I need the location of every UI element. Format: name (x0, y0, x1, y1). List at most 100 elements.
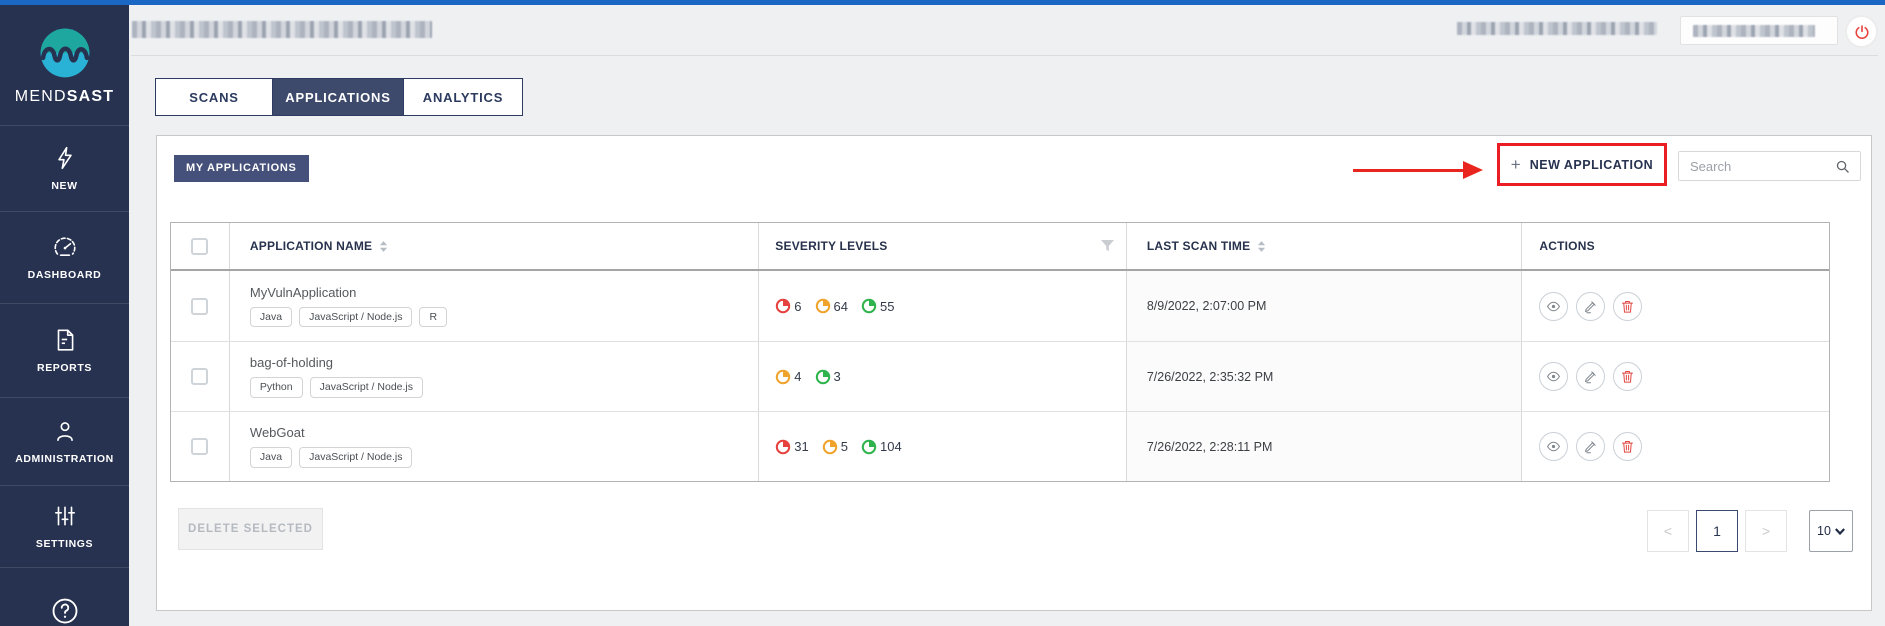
column-header-severity-levels: SEVERITY LEVELS (775, 239, 888, 253)
applications-table: APPLICATION NAME SEVERITY LEVELS LAST SC… (170, 222, 1830, 482)
application-name[interactable]: bag-of-holding (249, 355, 334, 371)
search-box (1678, 151, 1861, 181)
next-page-button[interactable]: > (1745, 510, 1787, 552)
my-applications-badge: MY APPLICATIONS (174, 155, 309, 182)
new-application-button[interactable]: + NEW APPLICATION (1500, 146, 1664, 183)
brand-mend: MEND (14, 88, 67, 105)
table-header-row: APPLICATION NAME SEVERITY LEVELS LAST SC… (171, 223, 1830, 271)
table-row: bag-of-holding Python JavaScript / Node.j… (171, 342, 1829, 412)
sidebar-item-label: SETTINGS (35, 538, 94, 551)
view-button[interactable] (1539, 432, 1569, 461)
delete-button[interactable] (1613, 291, 1643, 321)
search-icon[interactable] (1835, 159, 1850, 174)
pencil-icon (1585, 300, 1597, 313)
severity-high: 6 (775, 298, 802, 314)
filter-funnel-icon[interactable] (1100, 240, 1114, 252)
sidebar-item-settings[interactable]: SETTINGS (0, 485, 129, 567)
header-divider (131, 55, 1878, 56)
chevron-down-icon (1834, 527, 1845, 535)
edit-button[interactable] (1576, 291, 1606, 321)
tab-analytics[interactable]: ANALYTICS (404, 79, 522, 115)
eye-icon (1547, 301, 1561, 311)
view-button[interactable] (1539, 362, 1569, 391)
logout-button[interactable] (1845, 15, 1878, 48)
plus-icon: + (1510, 155, 1521, 174)
application-name[interactable]: WebGoat (249, 425, 305, 441)
sidebar-item-new[interactable]: NEW (0, 124, 129, 211)
power-icon (1854, 24, 1869, 39)
trash-icon (1622, 371, 1634, 383)
trash-icon (1622, 300, 1634, 313)
current-page-button[interactable]: 1 (1696, 510, 1738, 552)
sliders-icon (52, 503, 78, 529)
severity-medium: 5 (822, 439, 848, 455)
eye-icon (1547, 441, 1561, 452)
sort-icon[interactable] (1257, 240, 1266, 252)
organization-value-redacted (1693, 24, 1815, 37)
sidebar-item-label: NEW (51, 179, 78, 192)
brand-block: MENDSAST (0, 5, 129, 125)
row-checkbox[interactable] (191, 297, 209, 315)
sidebar-item-dashboard[interactable]: DASHBOARD (0, 210, 129, 304)
organization-select[interactable] (1680, 16, 1838, 45)
edit-button[interactable] (1576, 432, 1606, 461)
severity-low: 104 (861, 439, 902, 455)
prev-page-button[interactable]: < (1647, 510, 1689, 552)
delete-selected-button[interactable]: DELETE SELECTED (178, 508, 323, 550)
view-button[interactable] (1539, 291, 1569, 321)
search-input[interactable] (1679, 158, 1835, 174)
language-tag: R (419, 306, 448, 328)
document-icon (52, 327, 78, 353)
brand-name: MENDSAST (15, 88, 114, 106)
sidebar-help (0, 566, 129, 626)
severity-list: 31 5 104 (775, 439, 902, 455)
help-icon[interactable] (50, 596, 80, 626)
brand-sast: SAST (66, 88, 115, 105)
row-checkbox[interactable] (191, 438, 209, 455)
delete-button[interactable] (1613, 432, 1643, 461)
page-title-redacted (132, 21, 432, 38)
language-tag: JavaScript / Node.js (299, 447, 413, 468)
lightning-icon (52, 145, 78, 171)
sidebar-item-administration[interactable]: ADMINISTRATION (0, 397, 129, 485)
last-scan-time: 7/26/2022, 2:35:32 PM (1146, 369, 1274, 384)
gauge-icon (52, 234, 78, 260)
row-checkbox[interactable] (191, 368, 209, 385)
edit-button[interactable] (1576, 362, 1606, 391)
severity-list: 6 64 55 (775, 298, 894, 314)
sidebar-item-label: DASHBOARD (27, 269, 102, 282)
tab-scans[interactable]: SCANS (156, 79, 273, 115)
delete-button[interactable] (1613, 362, 1643, 391)
tag-list: Python JavaScript / Node.js (249, 377, 423, 398)
tab-applications[interactable]: APPLICATIONS (273, 79, 404, 115)
trash-icon (1622, 441, 1634, 453)
new-application-label: NEW APPLICATION (1529, 157, 1654, 172)
user-name-redacted (1457, 22, 1657, 35)
pencil-icon (1585, 441, 1597, 454)
last-scan-time: 8/9/2022, 2:07:00 PM (1146, 299, 1267, 313)
last-scan-time: 7/26/2022, 2:28:11 PM (1146, 439, 1273, 454)
select-all-checkbox[interactable] (191, 237, 209, 255)
tag-list: Java JavaScript / Node.js (249, 447, 413, 468)
sort-icon[interactable] (379, 240, 388, 252)
column-header-application-name[interactable]: APPLICATION NAME (249, 239, 373, 253)
tag-list: Java JavaScript / Node.js R (249, 306, 448, 328)
mendsast-logo-icon[interactable] (39, 27, 91, 79)
table-row: WebGoat Java JavaScript / Node.js 31 5 104 … (171, 412, 1829, 481)
severity-medium: 64 (815, 298, 848, 314)
severity-high: 31 (775, 439, 809, 455)
language-tag: Java (249, 447, 293, 468)
language-tag: JavaScript / Node.js (299, 306, 413, 328)
column-header-last-scan-time[interactable]: LAST SCAN TIME (1146, 239, 1251, 253)
page-size-select[interactable]: 10 (1809, 510, 1853, 552)
sidebar-item-label: ADMINISTRATION (15, 453, 114, 466)
sidebar-item-label: REPORTS (37, 362, 92, 375)
application-name[interactable]: MyVulnApplication (249, 284, 357, 300)
column-header-actions: ACTIONS (1539, 239, 1595, 253)
user-icon (52, 418, 78, 444)
severity-medium: 4 (775, 369, 802, 385)
top-accent-bar (0, 0, 1885, 5)
sidebar-item-reports[interactable]: REPORTS (0, 303, 129, 397)
